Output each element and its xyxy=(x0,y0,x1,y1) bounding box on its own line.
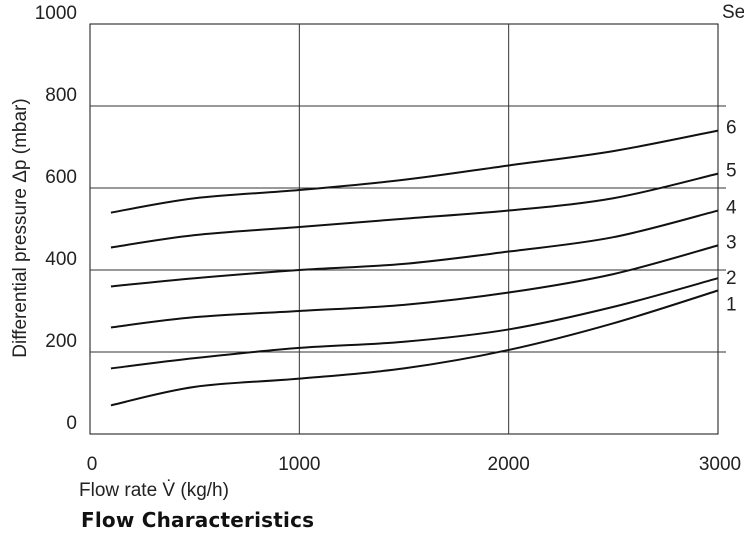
series-line-2 xyxy=(110,277,719,370)
corner-label: Se xyxy=(722,2,744,23)
series-label-1: 1 xyxy=(726,295,737,316)
series-label-3: 3 xyxy=(726,232,737,253)
y-tick-label: 400 xyxy=(45,249,77,270)
x-tick-label: 2000 xyxy=(488,454,530,475)
x-axis-label: Flow rate V̇ (kg/h) xyxy=(79,480,229,501)
grid-layer xyxy=(89,23,726,435)
y-tick-label: 800 xyxy=(45,85,77,106)
series-line-4 xyxy=(110,209,719,288)
label-layer: 0 200 400 600 800 1000 0 1000 2000 3000 1 2 3 4 5 6 xyxy=(35,3,741,475)
series-label-6: 6 xyxy=(726,118,737,139)
y-tick-label: 0 xyxy=(66,413,77,434)
series-line-5 xyxy=(110,172,719,249)
y-tick-label: 600 xyxy=(45,167,77,188)
x-tick-label: 0 xyxy=(87,454,98,475)
x-tick-label: 1000 xyxy=(278,454,320,475)
y-tick-label: 200 xyxy=(45,331,77,352)
chart-caption: Flow Characteristics xyxy=(81,508,315,532)
y-axis-label: Differential pressure Δp (mbar) xyxy=(10,98,31,357)
series-line-6 xyxy=(110,129,719,214)
series-label-2: 2 xyxy=(726,268,737,289)
series-line-1 xyxy=(110,289,719,407)
series-label-5: 5 xyxy=(726,161,737,182)
series-line-3 xyxy=(110,244,719,329)
x-tick-label: 3000 xyxy=(699,454,741,475)
plot-frame xyxy=(89,23,719,435)
y-tick-label: 1000 xyxy=(35,3,77,24)
series-layer xyxy=(110,129,719,407)
series-label-4: 4 xyxy=(726,198,737,219)
